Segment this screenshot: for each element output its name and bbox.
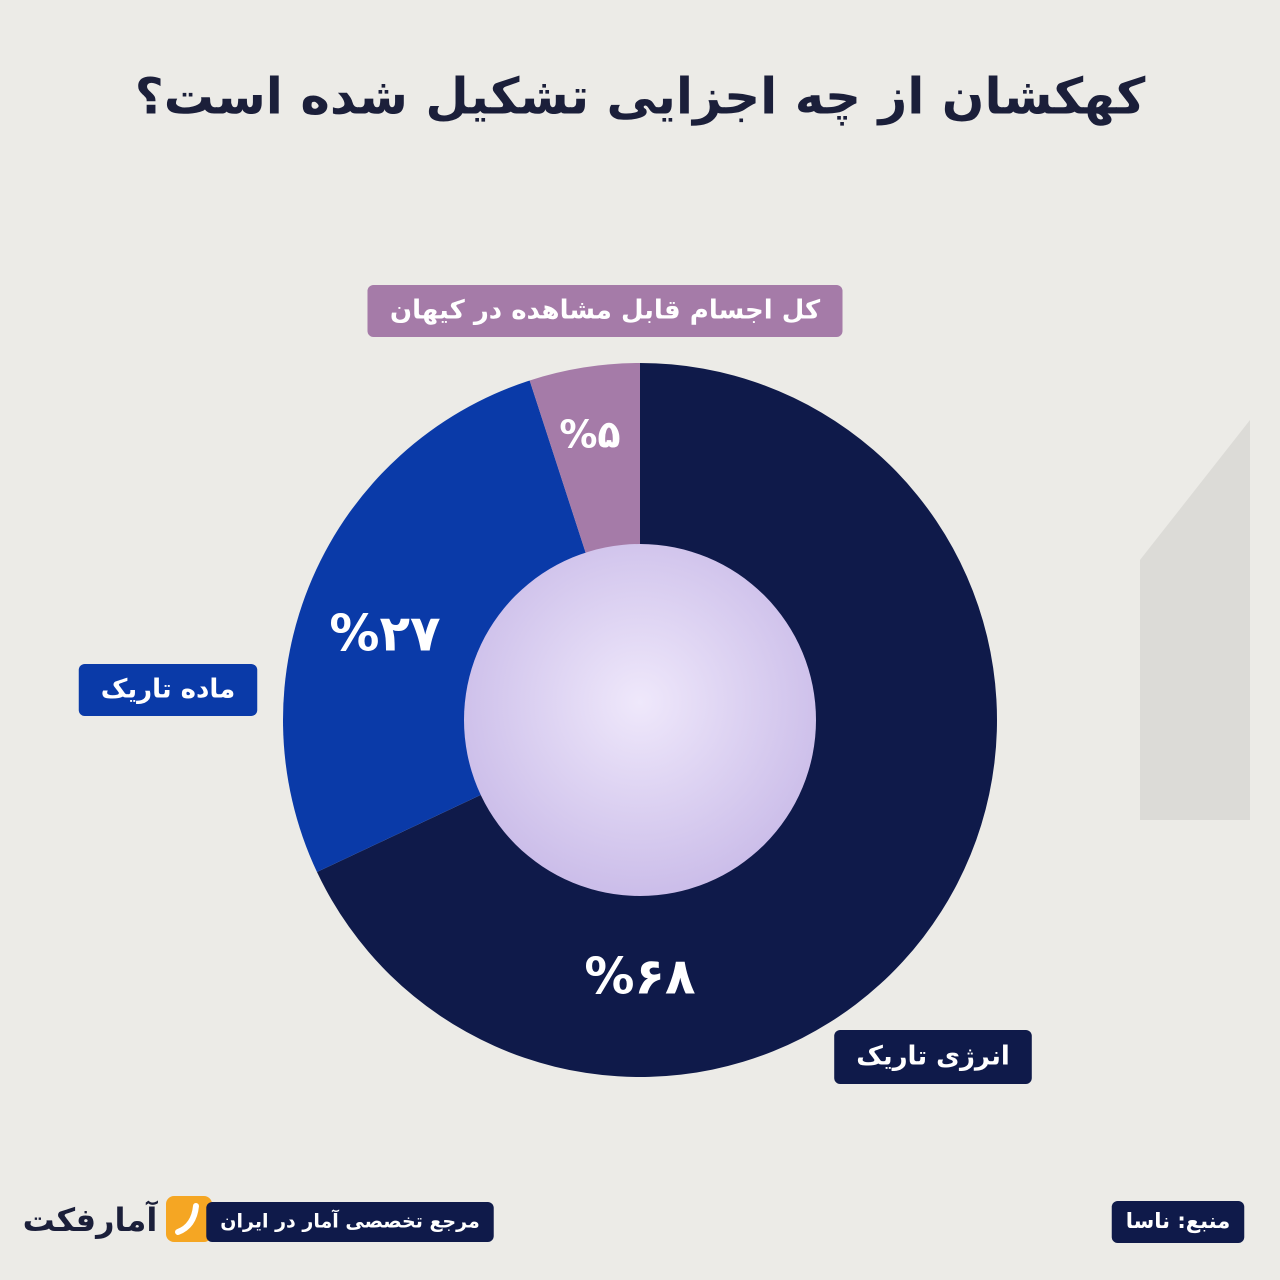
tagline-box: [206, 1202, 494, 1242]
brand-icon: [166, 1196, 212, 1242]
tagline: مرجع تخصصی آمار در ایران: [220, 1209, 479, 1233]
brand: آمارفکت: [23, 1200, 159, 1239]
source: منبع: ناسا: [1126, 1209, 1231, 1233]
donut-hole: [464, 544, 816, 896]
category-label: ماده تاریک: [101, 675, 235, 705]
footer: مرجع تخصصی آمار در ایران منبع: ناسا: [206, 1201, 1245, 1243]
category-label-box: [78, 664, 258, 716]
value-label: %۶۸: [584, 948, 695, 1006]
category-label-box: [367, 285, 843, 337]
source-box: [1111, 1201, 1245, 1243]
watermark: [1140, 420, 1250, 820]
value-label: %۲۷: [329, 605, 440, 663]
labels: %۶۸ انرژی تاریک %۲۷ ماده تاریک %۵ کل اجسام قا…: [78, 285, 1032, 1084]
chart-title: کهکشان از چه اجزایی تشکیل شده است؟: [135, 68, 1146, 127]
brand-icon-mark: [175, 1203, 199, 1235]
category-label-box: [834, 1030, 1032, 1084]
category-label: کل اجسام قابل مشاهده در کیهان: [390, 296, 821, 326]
category-label: انرژی تاریک: [856, 1042, 1010, 1072]
value-label: %۵: [559, 413, 620, 457]
